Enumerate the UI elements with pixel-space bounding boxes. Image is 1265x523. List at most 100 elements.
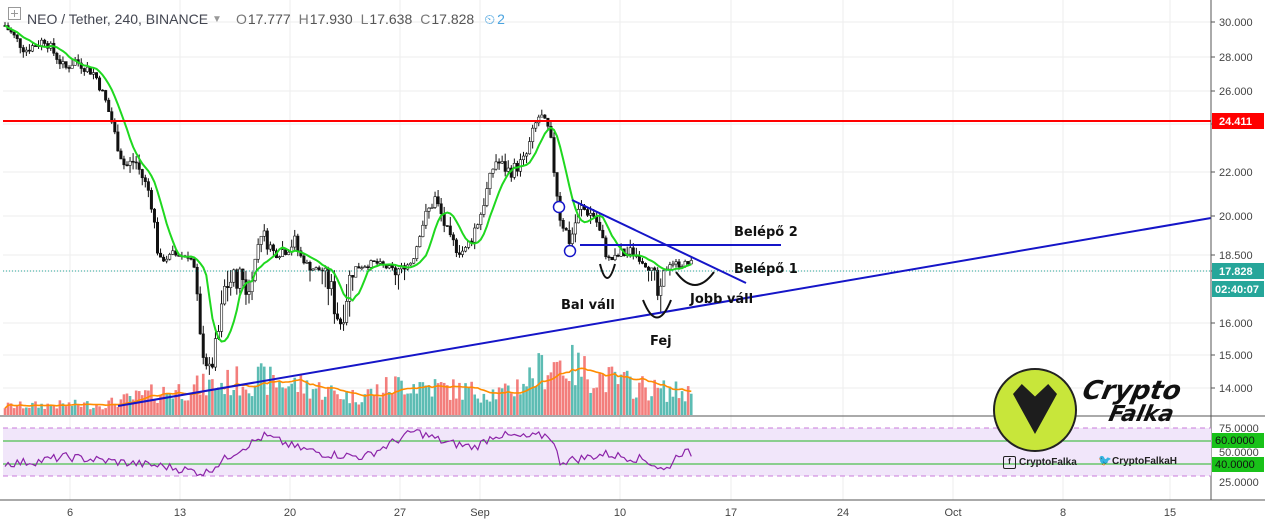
candle-body bbox=[223, 286, 227, 305]
candle-body bbox=[302, 255, 306, 264]
volume-bar bbox=[467, 387, 470, 415]
volume-bar bbox=[513, 396, 516, 415]
expand-icon[interactable] bbox=[8, 6, 21, 20]
countdown-label: 02:40:07 bbox=[1215, 284, 1259, 296]
candle-body bbox=[396, 268, 400, 276]
candle-body bbox=[24, 49, 28, 53]
time-tick-label: Oct bbox=[944, 507, 961, 519]
volume-bar bbox=[384, 377, 388, 415]
volume-bar bbox=[311, 389, 315, 415]
candle-body bbox=[442, 213, 446, 226]
candle-body bbox=[241, 268, 245, 281]
volume-bars bbox=[3, 344, 693, 415]
candle-body bbox=[564, 228, 568, 231]
volume-bar bbox=[491, 389, 495, 415]
volume-bar bbox=[397, 377, 400, 415]
wolf-logo-icon bbox=[993, 368, 1077, 452]
candle-body bbox=[159, 252, 163, 258]
volume-bar bbox=[564, 378, 568, 415]
volume-bar bbox=[574, 385, 577, 415]
candle-body bbox=[232, 269, 236, 283]
candle-body bbox=[659, 285, 663, 296]
symbol-title[interactable]: NEO / Tether, 240, BINANCE bbox=[27, 11, 209, 27]
candle-body bbox=[27, 49, 31, 52]
volume-bar bbox=[686, 386, 690, 415]
candle-body bbox=[162, 256, 166, 262]
candle-body bbox=[412, 258, 416, 264]
volume-bar bbox=[519, 394, 522, 415]
indicator-count[interactable]: 2 bbox=[497, 11, 505, 27]
price-axis-background bbox=[1211, 0, 1265, 500]
candle-body bbox=[226, 286, 230, 288]
volume-bar bbox=[473, 394, 476, 415]
candle-body bbox=[247, 291, 251, 295]
volume-bar bbox=[275, 387, 278, 415]
volume-bar bbox=[15, 405, 19, 415]
volume-bar bbox=[595, 387, 598, 415]
candle-body bbox=[131, 160, 135, 163]
volume-bar bbox=[244, 389, 248, 415]
volume-bar bbox=[6, 402, 10, 415]
volume-bar bbox=[165, 393, 168, 415]
volume-bar bbox=[342, 399, 345, 415]
volume-bar bbox=[381, 392, 385, 415]
volume-bar bbox=[406, 393, 409, 415]
candle-body bbox=[369, 260, 373, 268]
volume-bar bbox=[128, 396, 132, 415]
price-tick-label: 22.000 bbox=[1219, 167, 1253, 179]
indicator-icon[interactable]: ⏲ bbox=[484, 10, 496, 27]
candle-body bbox=[390, 265, 394, 269]
facebook-icon: f bbox=[1003, 456, 1016, 469]
volume-bar bbox=[458, 382, 461, 415]
volume-bar bbox=[284, 388, 287, 415]
candle-body bbox=[628, 247, 632, 255]
candle-body bbox=[494, 161, 498, 170]
right-shoulder-arc bbox=[675, 271, 715, 286]
candle-body bbox=[650, 267, 654, 271]
low-value: 17.638 bbox=[369, 11, 413, 27]
rsi-tick-label: 25.0000 bbox=[1219, 477, 1259, 489]
volume-bar bbox=[439, 382, 443, 415]
brand-name: Crypto Falka bbox=[1080, 376, 1213, 427]
volume-bar bbox=[638, 382, 641, 415]
volume-bar bbox=[445, 385, 449, 415]
volume-bar bbox=[211, 379, 214, 415]
volume-bar bbox=[302, 393, 306, 415]
volume-bar bbox=[46, 403, 49, 415]
candle-body bbox=[82, 68, 86, 72]
candle-body bbox=[387, 265, 391, 269]
candle-body bbox=[549, 125, 553, 138]
time-tick-label: 10 bbox=[614, 507, 626, 519]
candle-body bbox=[116, 131, 120, 152]
chevron-down-icon[interactable]: ▼ bbox=[212, 13, 222, 25]
candle-body bbox=[287, 251, 291, 255]
volume-bar bbox=[580, 376, 583, 415]
volume-bar bbox=[339, 399, 342, 415]
volume-bar bbox=[269, 366, 272, 415]
volume-bar bbox=[427, 385, 431, 415]
volume-bar bbox=[647, 400, 650, 415]
volume-bar bbox=[9, 403, 13, 415]
time-tick-label: 24 bbox=[837, 507, 849, 519]
volume-bar bbox=[308, 398, 312, 415]
candle-body bbox=[464, 247, 468, 252]
volume-bar bbox=[461, 399, 464, 415]
candle-body bbox=[567, 229, 571, 244]
candle-body bbox=[213, 338, 217, 368]
volume-bar bbox=[476, 398, 480, 415]
volume-bar bbox=[61, 403, 65, 415]
volume-bar bbox=[400, 380, 403, 415]
resistance-price-label-bg bbox=[1212, 113, 1264, 129]
twitter-icon: 🐦 bbox=[1098, 455, 1112, 467]
left-shoulder-arc bbox=[599, 263, 616, 279]
time-tick-label: 13 bbox=[174, 507, 186, 519]
volume-bar bbox=[92, 407, 95, 415]
price-tick-label: 20.000 bbox=[1219, 211, 1253, 223]
candle-body bbox=[552, 137, 556, 173]
candle-body bbox=[113, 121, 117, 133]
candle-body bbox=[33, 45, 37, 47]
candle-body bbox=[375, 261, 379, 264]
volume-bar bbox=[40, 403, 43, 415]
volume-bar bbox=[436, 383, 440, 415]
